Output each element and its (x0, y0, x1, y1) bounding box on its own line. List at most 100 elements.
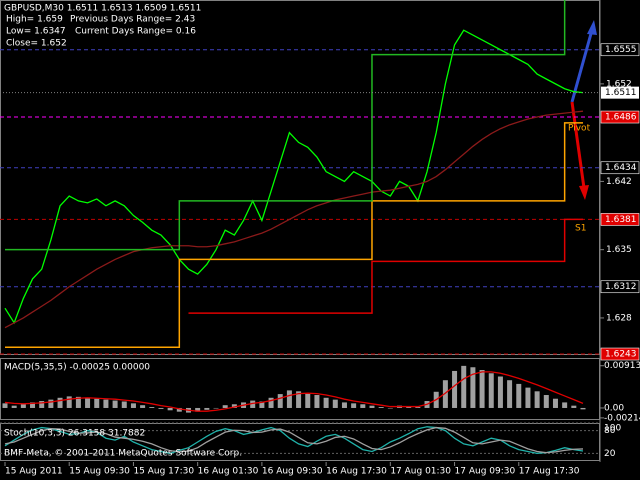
macd-bar (277, 394, 283, 408)
macd-bar (250, 400, 256, 408)
macd-bar (442, 380, 448, 408)
level-box (600, 347, 640, 361)
macd-bar (268, 397, 274, 408)
macd-bar (20, 404, 26, 408)
macd-bar (149, 407, 155, 408)
header-text: Close= 1.652 (6, 39, 67, 49)
y-tick-label: 1.652 (606, 79, 632, 89)
x-tick-label: 16 Aug 09:30 (262, 467, 323, 477)
macd-bar (387, 407, 393, 409)
level-box (600, 161, 640, 175)
pivot-level-line (5, 0, 566, 251)
macd-bar (525, 387, 531, 408)
level-label: 1.6434 (605, 163, 637, 173)
macd-bar (286, 390, 292, 408)
macd-bar (488, 373, 494, 408)
level-label: 1.6243 (605, 350, 637, 360)
macd-bar (121, 401, 127, 408)
header-text: Previous Days Range= 2.43 (70, 15, 195, 25)
macd-bar (30, 402, 36, 408)
macd-bar (332, 399, 338, 408)
x-tick-label: 15 Aug 17:30 (133, 467, 194, 477)
last-price-box (601, 86, 639, 99)
macd-bar (323, 397, 329, 408)
level-box (600, 43, 640, 57)
stoch-main-line (4, 426, 584, 455)
macd-bar (305, 393, 311, 408)
macd-bar (140, 405, 146, 408)
macd-bar (94, 398, 100, 408)
macd-bar (75, 396, 81, 408)
y-tick-label: 100 (604, 424, 621, 434)
pivot-level-line (188, 218, 583, 314)
x-tick-label: 17 Aug 09:30 (455, 467, 516, 477)
macd-bar (85, 397, 91, 408)
macd-bar (66, 396, 72, 408)
price-line (4, 29, 584, 325)
level-box (600, 213, 640, 226)
macd-bar (516, 383, 522, 408)
x-tick-label: 17 Aug 17:30 (519, 467, 580, 477)
forecast-arrows (570, 20, 597, 200)
copyright: BMF-Meta, © 2001-2011 MetaQuotes Softwar… (4, 449, 242, 459)
macd-title: MACD(5,35,5) -0.00025 0.00000 (4, 363, 150, 373)
y-tick-label: 0.00913 (604, 361, 640, 371)
level-label: 1.6555 (605, 45, 637, 55)
macd-bar (369, 405, 375, 408)
macd-bar (470, 367, 476, 408)
up-arrow-head (587, 20, 597, 35)
header-text: Low= 1.6347 (6, 27, 66, 37)
y-tick-label: 80 (604, 426, 616, 436)
y-tick-label: 1.642 (606, 177, 632, 187)
macd-bar (360, 404, 366, 408)
macd-bar (259, 401, 265, 408)
macd-bar (213, 407, 219, 409)
macd-bar (507, 380, 513, 408)
macd-bar (204, 407, 210, 410)
macd-bar (461, 365, 467, 408)
stoch-signal-line (4, 426, 584, 454)
macd-bar (378, 407, 384, 408)
macd-bar (2, 403, 8, 408)
macd-bar (112, 400, 118, 408)
y-tick-label: 20 (604, 449, 616, 459)
macd-bar (543, 395, 549, 408)
down-arrow-head (579, 185, 589, 200)
macd-bar (479, 370, 485, 408)
macd-bar (534, 391, 540, 408)
macd-bar (415, 407, 421, 408)
macd-bar (571, 405, 577, 408)
y-tick-label: 0.00 (604, 403, 624, 413)
level-label: 1.6312 (605, 282, 637, 292)
header-text: High= 1.659 (6, 15, 63, 25)
y-tick-label: 1.628 (606, 313, 632, 323)
pivot-level-line (5, 122, 583, 348)
macd-bar (562, 402, 568, 408)
macd-bar (176, 407, 182, 412)
x-tick-label: 15 Aug 09:30 (69, 467, 130, 477)
level-box (600, 280, 640, 294)
macd-bar (552, 398, 558, 408)
macd-bar (167, 407, 173, 411)
macd-bar (497, 376, 503, 408)
macd-bar (580, 407, 586, 410)
macd-bar (452, 370, 458, 408)
level-label: 1.6486 (605, 113, 637, 123)
x-tick-label: 16 Aug 17:30 (326, 467, 387, 477)
header-text: GBPUSD,M30 1.6511 1.6513 1.6509 1.6511 (4, 4, 201, 14)
stoch-title: Stoch(10,3,3) 26.3158 31.7882 (4, 429, 145, 439)
last-price-label: 1.6511 (605, 88, 637, 98)
pivot-label: Pivot (568, 124, 591, 134)
header-text: Current Days Range= 0.16 (75, 27, 196, 37)
macd-bar (231, 404, 237, 408)
macd-signal-line (4, 371, 584, 412)
macd-bar (314, 395, 320, 408)
x-tick-label: 17 Aug 01:30 (390, 467, 451, 477)
x-tick-label: 16 Aug 01:30 (198, 467, 259, 477)
macd-bar (351, 403, 357, 408)
macd-bar (296, 391, 302, 408)
macd-bar (195, 407, 201, 412)
level-box (600, 110, 640, 124)
